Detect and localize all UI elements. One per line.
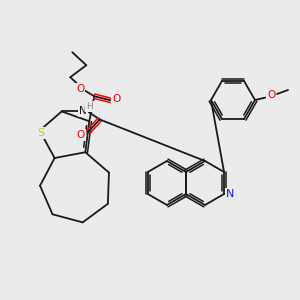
Text: N: N: [226, 189, 234, 199]
Text: O: O: [76, 84, 84, 94]
Text: O: O: [267, 90, 275, 100]
Text: N: N: [79, 106, 87, 116]
Text: H: H: [86, 102, 93, 111]
Text: S: S: [37, 128, 44, 138]
Text: O: O: [112, 94, 120, 104]
Text: O: O: [76, 130, 85, 140]
